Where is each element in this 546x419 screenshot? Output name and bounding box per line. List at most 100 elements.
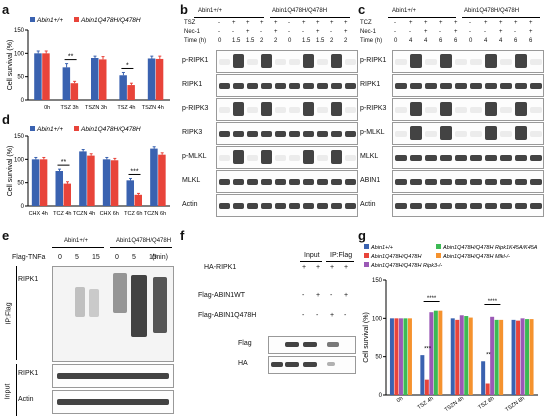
condition-cell: +: [232, 20, 236, 26]
genotype-wt-label-c: Abin1+/+: [392, 8, 417, 14]
band: [247, 154, 258, 161]
significance-marker: ***: [424, 347, 432, 353]
x-tick-label: TSZN 4h: [142, 105, 164, 111]
y-axis-label: Cell survival (%): [7, 40, 14, 91]
band: [425, 130, 437, 137]
panel-b: Abin1+/+ Abin1Q478H/Q478H TSZ - + + + + - + + + + N…: [182, 8, 358, 224]
band: [455, 202, 467, 209]
band: [345, 178, 356, 185]
flag-blot-label: Flag: [238, 340, 252, 347]
band: [247, 58, 258, 65]
band: [317, 178, 328, 185]
condition-cell: 2: [274, 38, 278, 44]
condition-cell: 0: [288, 38, 292, 44]
x-tick-label: CHX 6h: [100, 211, 119, 217]
blot-strip: [216, 98, 358, 121]
band: [233, 82, 244, 89]
y-tick-label: 150: [372, 278, 383, 284]
min-unit-label: (min): [152, 254, 168, 261]
band: [515, 82, 527, 89]
significance-marker: **: [486, 353, 491, 359]
condition-cell: +: [302, 20, 306, 26]
legend-label: Abin1+/+: [36, 126, 63, 133]
band: [247, 106, 258, 113]
y-tick-label: 150: [14, 28, 25, 34]
band: [247, 202, 258, 209]
blot-label: MLKL: [182, 177, 201, 184]
band: [485, 54, 497, 68]
bar: [150, 148, 158, 206]
bar: [494, 319, 499, 395]
bar: [39, 159, 48, 206]
panel-label-a: a: [2, 2, 10, 17]
band: [289, 82, 300, 89]
band: [395, 202, 407, 209]
band: [500, 154, 512, 161]
band: [395, 82, 407, 89]
condition-cell: 2: [344, 38, 348, 44]
blot-strip: [392, 146, 544, 169]
condition-cell: -: [302, 29, 304, 35]
condition-cell: +: [246, 29, 250, 35]
band: [289, 178, 300, 185]
band: [247, 82, 258, 89]
condition-cell: -: [218, 20, 220, 26]
band: [275, 178, 286, 185]
condition-cell: +: [344, 29, 348, 35]
band: [395, 130, 407, 137]
y-tick-label: 100: [14, 157, 25, 163]
legend-swatch: [364, 253, 369, 258]
bar: [407, 318, 412, 395]
y-tick-label: 50: [17, 181, 24, 187]
band: [331, 202, 342, 209]
band: [500, 82, 512, 89]
condition-cell: +: [424, 29, 428, 35]
band: [275, 130, 286, 137]
flag-abin1-q478h-label: Flag-ABIN1Q478H: [198, 312, 257, 319]
y-axis-label: Cell survival (%): [363, 312, 370, 363]
input-ripk1-blot: [52, 364, 174, 388]
band: [440, 126, 452, 140]
band: [485, 202, 497, 209]
condition-cell: +: [529, 29, 533, 35]
bar: [464, 316, 469, 395]
band: [331, 150, 342, 164]
bar: [516, 320, 521, 395]
band: [317, 58, 328, 65]
band: [303, 202, 314, 209]
band: [440, 154, 452, 161]
blot-strip: [392, 98, 544, 121]
condition-cell: +: [274, 20, 278, 26]
condition-cell: 2: [260, 38, 264, 44]
band: [485, 178, 497, 185]
condition-cell: -: [330, 29, 332, 35]
ha-ripk1-label: HA-RIPK1: [204, 264, 237, 271]
time-point-label: 5: [75, 254, 79, 261]
blot-label: p-RIPK3: [360, 105, 387, 112]
legend-label: Abin1Q478H/Q478H Ripk1K45A/K45A: [442, 245, 538, 251]
bar: [424, 379, 429, 395]
condition-cell: +: [514, 20, 518, 26]
bar: [389, 318, 394, 395]
band: [303, 82, 314, 89]
bar: [62, 67, 71, 100]
band: [345, 58, 356, 65]
band: [410, 202, 422, 209]
genotype-wt-label-e: Abin1+/+: [64, 238, 89, 244]
condition-cell: -: [288, 20, 290, 26]
band: [440, 54, 452, 68]
input-actin-label: Actin: [18, 396, 34, 403]
flag-abin1-wt-label: Flag-ABIN1WT: [198, 292, 246, 299]
band: [530, 130, 542, 137]
band: [303, 54, 314, 68]
bar: [403, 318, 408, 395]
genotype-mut-label: Abin1Q478H/Q478H: [272, 8, 328, 14]
condition-cell: -: [288, 29, 290, 35]
blot-label: ABIN1: [360, 177, 381, 184]
legend-label: Abin1+/+: [370, 245, 394, 251]
band: [331, 102, 342, 116]
x-tick-label: TSZN 8h: [504, 396, 525, 414]
band: [219, 154, 230, 161]
band: [303, 102, 314, 116]
blot-label: RIPK3: [182, 129, 203, 136]
